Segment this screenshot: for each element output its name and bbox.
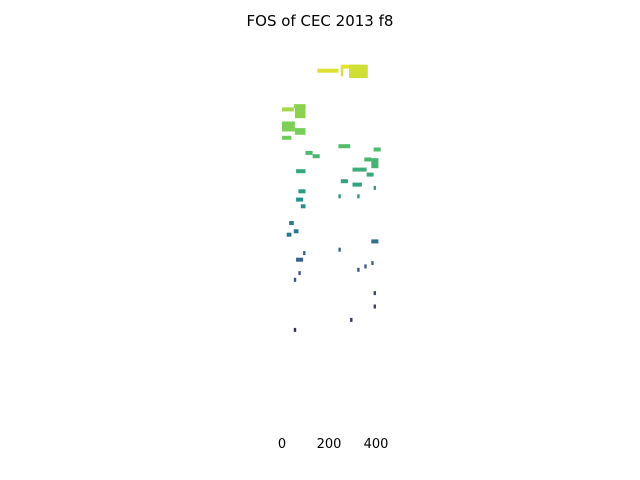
heatmap-cell [303, 251, 306, 256]
heatmap-cell [373, 304, 376, 309]
heatmap-cell [294, 104, 306, 119]
x-tick-label: 400 [364, 437, 389, 452]
heatmap-cell [373, 185, 376, 190]
heatmap-cell [357, 194, 360, 199]
heatmap-cell [293, 229, 299, 234]
heatmap-cell [373, 147, 381, 152]
heatmap-cell [312, 154, 320, 159]
heatmap-cell [364, 157, 372, 162]
heatmap-cell [357, 267, 360, 272]
heatmap-cell [296, 197, 304, 202]
heatmap-cell [340, 179, 348, 184]
heatmap-cell [338, 144, 351, 149]
heatmap-cell [352, 182, 362, 187]
heatmap-cell [317, 68, 339, 73]
heatmap-cell [349, 64, 368, 79]
heatmap-cell [305, 150, 313, 155]
heatmap-cell [338, 247, 341, 252]
x-tick-label: 200 [317, 437, 342, 452]
heatmap-cell [282, 135, 292, 140]
heatmap-cell [340, 66, 344, 77]
heatmap-cell [286, 232, 292, 237]
heatmap-cell [293, 277, 297, 282]
heatmap-cell [296, 257, 304, 262]
heatmap-cell [350, 317, 353, 322]
heatmap-cell [294, 128, 306, 135]
heatmap-cell [371, 261, 374, 266]
heatmap-cell [366, 172, 374, 177]
heatmap-cell [300, 204, 306, 209]
heatmap-cell [371, 158, 379, 169]
heatmap-cell [298, 189, 306, 194]
heatmap-cell [289, 221, 294, 225]
heatmap-cell [293, 327, 297, 332]
chart-title: FOS of CEC 2013 f8 [246, 12, 394, 30]
heatmap-cell [298, 271, 301, 276]
heatmap-cell [352, 167, 367, 172]
heatmap-cell [296, 169, 306, 174]
heatmap-cell [373, 291, 376, 296]
heatmap-cell [282, 121, 295, 132]
heatmap-cell [338, 194, 341, 199]
heatmap-cell [371, 239, 379, 244]
heatmap-cell [282, 107, 294, 112]
x-tick-label: 0 [278, 437, 286, 452]
heatmap-cell [364, 264, 367, 269]
